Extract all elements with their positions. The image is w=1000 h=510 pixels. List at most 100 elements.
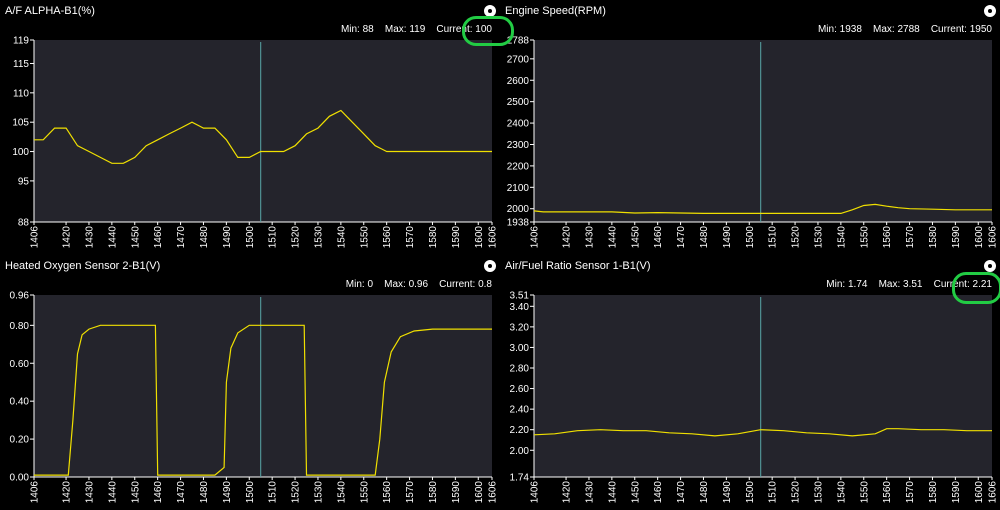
y-tick-label: 1938 (507, 218, 530, 229)
min-value: 1.74 (845, 279, 868, 290)
y-tick-label: 2200 (507, 161, 530, 172)
chart-panel-engine-speed: Engine Speed(RPM) Min: 1938 Max: 2788 Cu… (500, 0, 1000, 255)
x-tick-label: 1590 (451, 226, 462, 249)
x-tick-label: 1530 (313, 226, 324, 249)
y-tick-label: 0.40 (10, 397, 30, 408)
min-value: 1938 (837, 24, 862, 35)
y-tick-label: 3.20 (510, 322, 530, 333)
x-tick-label: 1430 (84, 226, 95, 249)
y-tick-label: 2788 (507, 36, 530, 47)
x-tick-label: 1440 (607, 481, 618, 504)
x-tick-label: 1600 (974, 226, 985, 249)
max-value: 119 (407, 24, 426, 35)
chart-plot: Min: 1938 Max: 2788 Current: 19501938200… (507, 24, 999, 249)
y-tick-label: 100 (12, 147, 29, 158)
x-tick-label: 1590 (451, 481, 462, 504)
x-tick-label: 1520 (291, 226, 302, 249)
x-tick-label: 1590 (951, 481, 962, 504)
y-tick-label: 119 (13, 36, 29, 47)
x-tick-label: 1590 (951, 226, 962, 249)
x-tick-label: 1420 (562, 481, 573, 504)
x-tick-label: 1560 (382, 226, 393, 249)
x-tick-label: 1520 (791, 226, 802, 249)
max-value: 0.96 (406, 279, 429, 290)
x-tick-label: 1500 (745, 226, 756, 249)
x-tick-label: 1460 (153, 481, 164, 504)
x-tick-label: 1450 (130, 481, 141, 504)
radio-button-icon[interactable] (484, 260, 496, 272)
max-label: Max: (862, 24, 895, 35)
x-tick-label: 1530 (313, 481, 324, 504)
x-tick-label: 1530 (813, 481, 824, 504)
stats-text: Min: 88 Max: 119 Current: 100 (341, 24, 492, 35)
y-tick-label: 0.96 (10, 291, 30, 302)
x-tick-label: 1530 (813, 226, 824, 249)
x-tick-label: 1440 (107, 481, 118, 504)
y-tick-label: 2500 (507, 97, 530, 108)
radio-button-icon[interactable] (984, 5, 996, 17)
current-label: Current: (425, 24, 472, 35)
min-label: Min: (826, 279, 845, 290)
current-value: 1950 (967, 24, 992, 35)
x-tick-label: 1490 (722, 481, 733, 504)
x-tick-label: 1430 (84, 481, 95, 504)
stats-text: Min: 1.74 Max: 3.51 Current: 2.21 (826, 279, 992, 290)
chart-plot: Min: 88 Max: 119 Current: 10088951001051… (12, 24, 498, 249)
x-tick-label: 1570 (905, 481, 916, 504)
y-tick-label: 2100 (507, 183, 530, 194)
x-tick-label: 1480 (199, 481, 210, 504)
x-tick-label: 1450 (630, 226, 641, 249)
x-tick-label: 1560 (382, 481, 393, 504)
chart-plot: Min: 0 Max: 0.96 Current: 0.8 0.00 0.20 0.4… (10, 279, 499, 504)
x-tick-label: 1406 (530, 226, 541, 249)
x-tick-label: 1500 (245, 226, 256, 249)
x-tick-label: 1600 (974, 481, 985, 504)
min-label: Min: (341, 24, 360, 35)
chart-panel-heated-oxygen-sensor: Heated Oxygen Sensor 2-B1(V) Min: 0 Max:… (0, 255, 500, 510)
stats-text: Min: 0 Max: 0.96 Current: 0.8 (346, 279, 493, 290)
max-label: Max: (374, 24, 407, 35)
chart-title: Heated Oxygen Sensor 2-B1(V) (5, 260, 161, 272)
x-tick-label: 1580 (428, 481, 439, 504)
x-tick-label: 1550 (359, 226, 370, 249)
min-label: Min: (346, 279, 365, 290)
y-tick-label: 95 (18, 176, 30, 187)
x-tick-label: 1500 (745, 481, 756, 504)
x-tick-label: 1570 (905, 226, 916, 249)
chart-title: A/F ALPHA-B1(%) (5, 5, 95, 17)
x-tick-label: 1460 (653, 226, 664, 249)
x-tick-label: 1540 (836, 481, 847, 504)
x-tick-label: 1510 (768, 226, 779, 249)
x-tick-label: 1490 (222, 481, 233, 504)
x-tick-label: 1540 (836, 226, 847, 249)
current-value: 2.21 (970, 279, 993, 290)
radio-button-icon[interactable] (984, 260, 996, 272)
stats-row: Min: 88 Max: 119 Current: 100 (341, 24, 492, 35)
y-tick-label: 2.80 (510, 364, 530, 375)
x-tick-label: 1470 (176, 226, 187, 249)
y-tick-label: 0.00 (10, 473, 30, 484)
x-tick-label: 1470 (176, 481, 187, 504)
plot-area (534, 295, 992, 477)
x-tick-label: 1440 (607, 226, 618, 249)
series-line (34, 109, 492, 164)
x-tick-label: 1406 (530, 481, 541, 504)
x-tick-label: 1480 (199, 226, 210, 249)
chart-panel-af-alpha: A/F ALPHA-B1(%) Min: 88 Max: 119 Current… (0, 0, 500, 255)
x-tick-label: 1510 (268, 481, 279, 504)
x-tick-label: 1520 (291, 481, 302, 504)
y-tick-label: 2300 (507, 140, 530, 151)
y-tick-label: 2000 (507, 204, 530, 215)
current-value: 100 (473, 24, 493, 35)
y-tick-label: 2.40 (510, 405, 530, 416)
x-tick-label: 1550 (859, 481, 870, 504)
min-value: 88 (360, 24, 374, 35)
min-value: 0 (365, 279, 374, 290)
x-tick-label: 1540 (336, 481, 347, 504)
x-tick-label: 1470 (676, 226, 687, 249)
x-tick-label: 1420 (562, 226, 573, 249)
series-line (533, 203, 992, 214)
x-tick-label: 1440 (107, 226, 118, 249)
min-label: Min: (818, 24, 837, 35)
chart-plot: Min: 1.74 Max: 3.51 Current: 2.211.742.0… (510, 279, 999, 504)
